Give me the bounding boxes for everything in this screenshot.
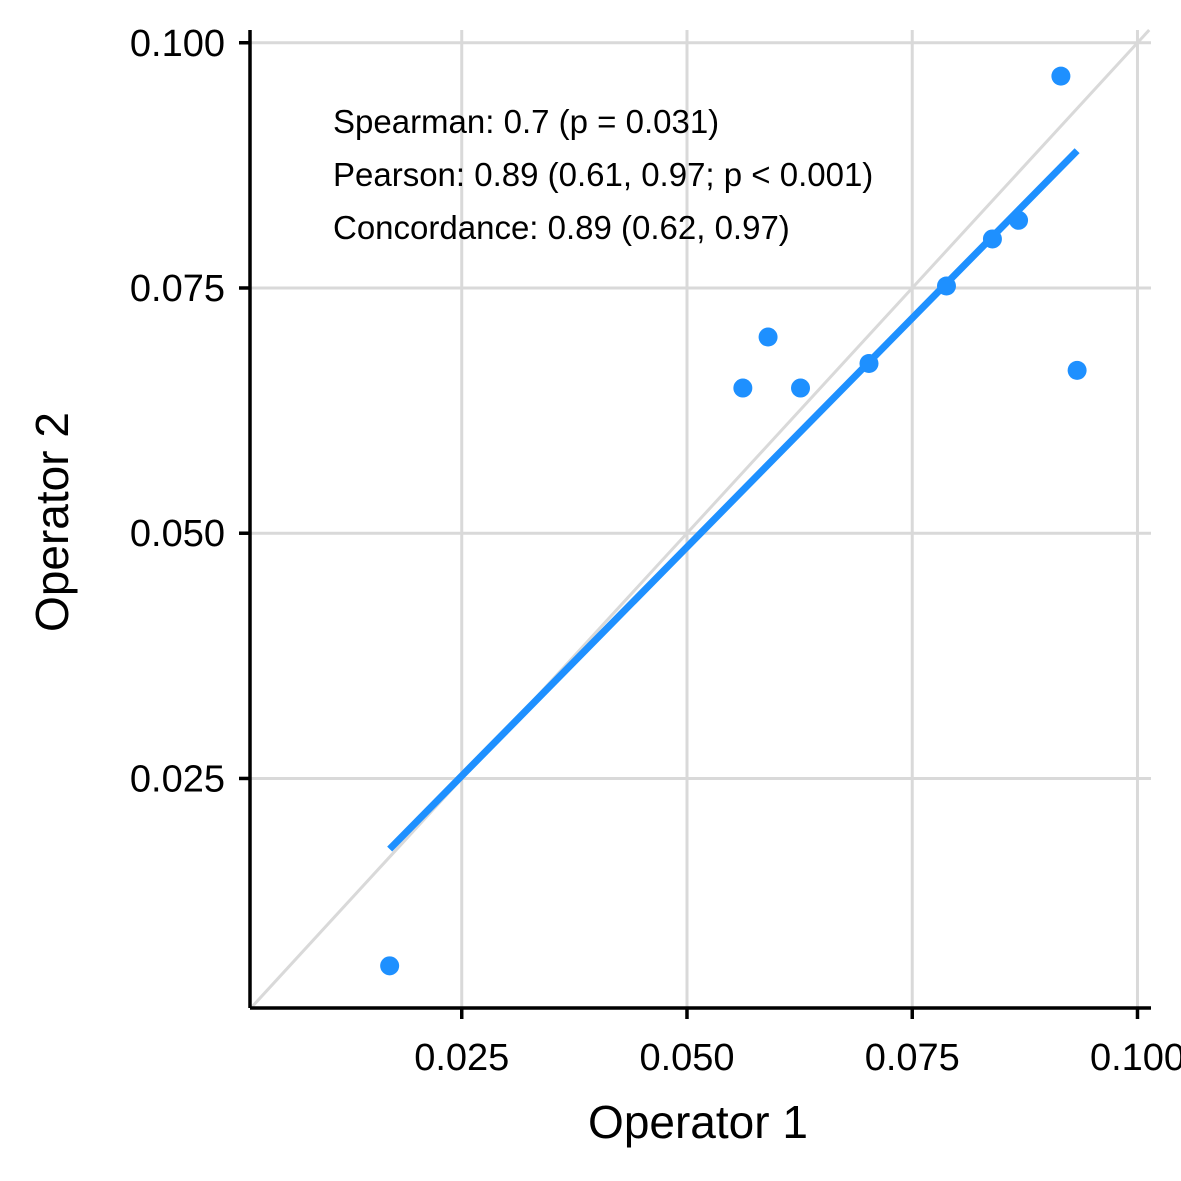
y-axis-title: Operator 2: [26, 412, 78, 632]
data-point: [936, 276, 956, 296]
statistics-annotation: Spearman: 0.7 (p = 0.031) Pearson: 0.89 …: [333, 103, 873, 246]
y-tick-label: 0.100: [130, 23, 225, 65]
axes: [248, 30, 1151, 1010]
x-tick-label: 0.100: [1090, 1037, 1181, 1079]
y-tick-label: 0.050: [130, 513, 225, 555]
axis-ticks: 0.025 0.050 0.075 0.100 0.025 0.050 0.075 0.100: [130, 23, 1181, 1079]
data-point: [791, 378, 811, 398]
regression-line: [387, 148, 1080, 852]
x-tick-label: 0.075: [865, 1037, 960, 1079]
data-point: [1051, 66, 1071, 86]
data-points: [380, 66, 1087, 976]
x-tick-label: 0.050: [639, 1037, 734, 1079]
data-point: [859, 354, 879, 374]
data-point: [758, 327, 778, 347]
annotation-pearson: Pearson: 0.89 (0.61, 0.97; p < 0.001): [333, 156, 873, 193]
data-point: [380, 956, 400, 976]
x-tick-label: 0.025: [414, 1037, 509, 1079]
data-point: [733, 378, 753, 398]
identity-line: [249, 28, 1151, 1010]
data-point: [1067, 360, 1087, 380]
annotation-spearman: Spearman: 0.7 (p = 0.031): [333, 103, 719, 140]
annotation-concordance: Concordance: 0.89 (0.62, 0.97): [333, 209, 790, 246]
x-axis-title: Operator 1: [588, 1096, 808, 1148]
data-point: [982, 229, 1002, 249]
y-tick-label: 0.025: [130, 758, 225, 800]
y-tick-label: 0.075: [130, 268, 225, 310]
data-point: [1009, 210, 1029, 230]
